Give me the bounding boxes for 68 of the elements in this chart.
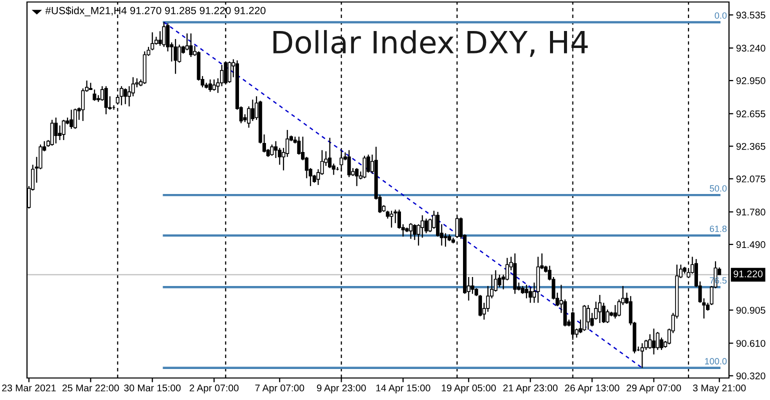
candlestick — [228, 60, 232, 84]
x-tick-label: 2 Apr 07:00 — [190, 384, 239, 394]
y-tick-label: 92.655 — [736, 110, 766, 118]
candlestick — [470, 276, 474, 294]
x-tick-label: 29 Apr 07:00 — [626, 384, 681, 394]
x-tick-label: 7 Apr 07:00 — [255, 384, 304, 394]
candlestick — [582, 304, 586, 332]
candlestick — [73, 108, 77, 130]
candlestick — [347, 150, 351, 178]
series-label: 100.0 — [705, 358, 727, 364]
candlestick — [212, 78, 216, 92]
y-tick-label: 93.240 — [736, 44, 766, 52]
x-tick-label: 21 Apr 23:00 — [503, 384, 558, 394]
candlestick — [498, 274, 502, 288]
ref-line-label: 91.220 — [734, 270, 763, 278]
candlestick — [70, 109, 74, 130]
y-tick-label: 90.320 — [736, 372, 766, 380]
candlestick — [409, 222, 413, 240]
candlestick — [586, 304, 590, 330]
y-tick-label: 93.535 — [736, 12, 766, 19]
candlestick — [355, 168, 359, 187]
candlestick — [54, 117, 58, 144]
y-tick-label: 91.780 — [736, 208, 766, 216]
x-tick-label: 19 Apr 05:00 — [442, 384, 496, 394]
candlestick — [208, 78, 212, 92]
candlestick — [424, 218, 428, 234]
y-tick-label: 92.950 — [736, 77, 766, 84]
x-tick-label: 30 Mar 15:00 — [124, 384, 181, 392]
y-tick-label: 91.490 — [736, 241, 766, 248]
series-label: 61.8 — [710, 226, 727, 232]
chart-subtitle: #US$idx_M21,H4 91.270 91.285 91.220 91.220 — [45, 6, 266, 16]
x-tick-label: 26 Apr 13:00 — [564, 384, 620, 394]
candlestick — [640, 342, 644, 368]
y-tick-label: 90.905 — [736, 306, 766, 314]
candlestick — [656, 331, 660, 350]
x-tick-label: 9 Apr 23:00 — [316, 384, 366, 394]
series-label: 50.0 — [710, 185, 727, 192]
candlestick — [362, 155, 366, 179]
candlestick — [158, 30, 162, 46]
text: Dollar Index DXY, H4 — [273, 30, 588, 57]
candlestick — [250, 99, 254, 122]
candlestick — [185, 32, 189, 51]
candlestick — [174, 38, 178, 74]
y-tick-label: 92.075 — [736, 176, 766, 182]
candlestick — [394, 209, 398, 224]
candlestick — [524, 284, 528, 299]
candlestick — [528, 286, 532, 304]
x-tick-label: 3 May 21:00 — [692, 384, 746, 394]
y-tick-label: 92.365 — [736, 142, 766, 150]
x-tick-label: 23 Mar 2021 — [2, 384, 56, 392]
candlestick — [652, 328, 656, 355]
x-tick-label: 25 Mar 22:00 — [62, 384, 119, 392]
candlestick — [124, 88, 128, 105]
candlestick — [598, 294, 602, 324]
candlestick — [162, 22, 166, 48]
candlestick — [390, 210, 394, 228]
y-tick-label: 90.610 — [736, 340, 766, 347]
candlestick — [270, 144, 274, 156]
candlestick — [444, 232, 448, 248]
x-tick-label: 14 Apr 15:00 — [376, 384, 430, 394]
candlestick — [104, 86, 108, 115]
candlestick — [189, 32, 193, 58]
candlestick — [92, 88, 96, 102]
candlestick — [412, 224, 416, 240]
candlestick — [606, 308, 610, 324]
candlestick — [62, 119, 66, 141]
series-label: 0.0 — [714, 12, 727, 19]
candlestick — [50, 119, 54, 146]
